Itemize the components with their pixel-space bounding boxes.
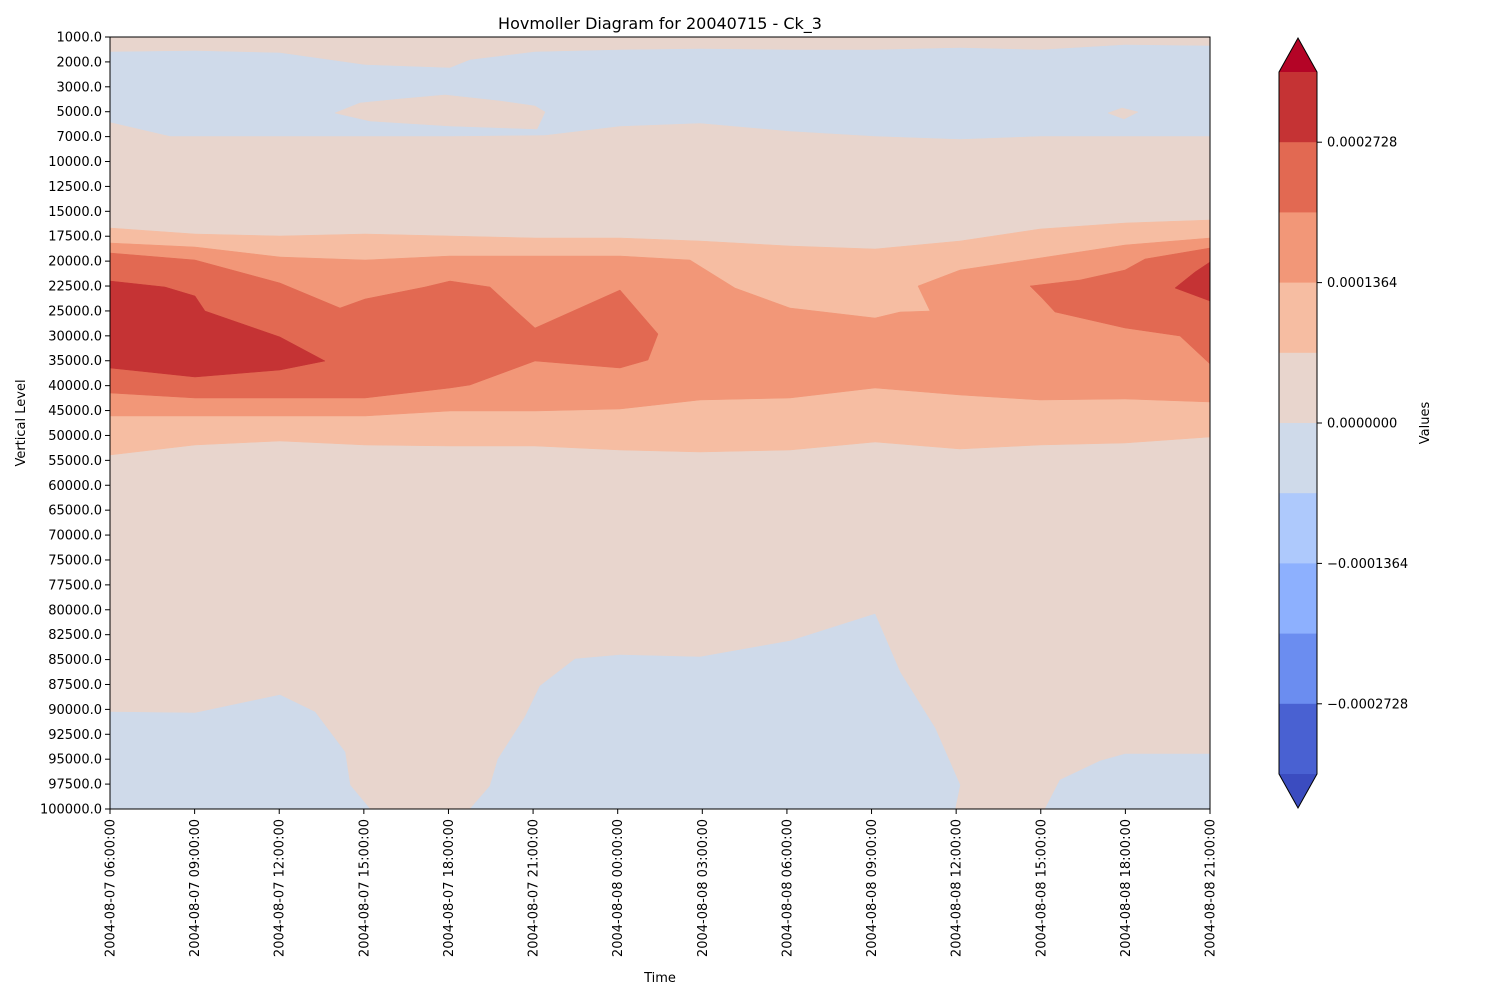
y-axis: 1000.0 2000.0 3000.0 5000.0 7000.0 10000.0 125… bbox=[40, 31, 110, 818]
contour-plot-area bbox=[109, 37, 1211, 810]
x-tick-label: 2004-08-07 15:00:00 bbox=[357, 819, 372, 957]
y-tick-label: 87500.0 bbox=[48, 678, 102, 693]
colorbar-tick-label: −0.0002728 bbox=[1327, 697, 1408, 712]
contour-band-lower-negative-center bbox=[469, 613, 961, 810]
colorbar-tick-label: 0.0002728 bbox=[1327, 136, 1397, 151]
y-tick-label: 25000.0 bbox=[48, 304, 102, 319]
y-tick-label: 2000.0 bbox=[57, 55, 103, 70]
x-tick-label: 2004-08-08 03:00:00 bbox=[696, 819, 711, 957]
colorbar-segment bbox=[1279, 142, 1317, 213]
y-tick-label: 82500.0 bbox=[48, 628, 102, 643]
x-tick-label: 2004-08-08 00:00:00 bbox=[611, 819, 626, 957]
y-tick-label: 60000.0 bbox=[48, 479, 102, 494]
contour-patch-upper-positive bbox=[334, 94, 546, 130]
y-tick-label: 85000.0 bbox=[48, 653, 102, 668]
contour-patch-dark-red-left bbox=[109, 280, 326, 378]
x-tick-label: 2004-08-08 21:00:00 bbox=[1204, 819, 1219, 957]
y-tick-label: 92500.0 bbox=[48, 728, 102, 743]
x-axis-label: Time bbox=[643, 971, 676, 986]
y-tick-label: 65000.0 bbox=[48, 504, 102, 519]
colorbar: 0.0002728 0.0001364 0.0000000 −0.0001364 −0.… bbox=[1278, 36, 1408, 810]
y-tick-label: 1000.0 bbox=[57, 31, 103, 46]
y-axis-label: Vertical Level bbox=[14, 379, 29, 466]
colorbar-outline bbox=[1278, 36, 1318, 810]
colorbar-tick-label: −0.0001364 bbox=[1327, 557, 1408, 572]
y-tick-label: 35000.0 bbox=[48, 354, 102, 369]
y-tick-label: 75000.0 bbox=[48, 553, 102, 568]
y-tick-label: 20000.0 bbox=[48, 255, 102, 270]
y-tick-label: 17500.0 bbox=[48, 230, 102, 245]
colorbar-extend-max bbox=[1279, 38, 1317, 72]
x-tick-label: 2004-08-08 09:00:00 bbox=[865, 819, 880, 957]
colorbar-segment bbox=[1279, 423, 1317, 494]
y-tick-label: 5000.0 bbox=[57, 105, 103, 120]
y-tick-label: 15000.0 bbox=[48, 205, 102, 220]
y-tick-label: 22500.0 bbox=[48, 280, 102, 295]
colorbar-segment bbox=[1279, 563, 1317, 635]
y-tick-label: 12500.0 bbox=[48, 180, 102, 195]
x-tick-label: 2004-08-08 06:00:00 bbox=[780, 819, 795, 957]
colorbar-segment bbox=[1279, 633, 1317, 705]
x-tick-label: 2004-08-08 12:00:00 bbox=[950, 819, 965, 957]
colorbar-label: Values bbox=[1418, 402, 1433, 445]
colorbar-segment bbox=[1279, 212, 1317, 284]
y-tick-label: 55000.0 bbox=[48, 454, 102, 469]
y-tick-label: 95000.0 bbox=[48, 753, 102, 768]
y-tick-label: 90000.0 bbox=[48, 703, 102, 718]
y-tick-label: 3000.0 bbox=[57, 80, 103, 95]
colorbar-segment bbox=[1279, 352, 1317, 424]
x-tick-label: 2004-08-07 18:00:00 bbox=[442, 819, 457, 957]
x-tick-label: 2004-08-08 18:00:00 bbox=[1119, 819, 1134, 957]
colorbar-segment bbox=[1279, 493, 1317, 564]
colorbar-extend-min bbox=[1279, 774, 1317, 808]
colorbar-segment bbox=[1279, 282, 1317, 354]
colorbar-segment bbox=[1279, 703, 1317, 775]
colorbar-segment bbox=[1279, 72, 1317, 143]
y-tick-label: 97500.0 bbox=[48, 778, 102, 793]
y-tick-label: 30000.0 bbox=[48, 329, 102, 344]
y-tick-label: 80000.0 bbox=[48, 603, 102, 618]
y-tick-label: 10000.0 bbox=[48, 155, 102, 170]
x-tick-label: 2004-08-08 15:00:00 bbox=[1034, 819, 1049, 957]
y-tick-label: 100000.0 bbox=[40, 803, 102, 818]
y-tick-label: 40000.0 bbox=[48, 379, 102, 394]
contour-patch-small-positive bbox=[1107, 107, 1139, 120]
x-tick-label: 2004-08-07 12:00:00 bbox=[273, 819, 288, 957]
x-tick-label: 2004-08-07 06:00:00 bbox=[104, 819, 119, 957]
y-tick-label: 77500.0 bbox=[48, 578, 102, 593]
y-tick-label: 70000.0 bbox=[48, 529, 102, 544]
chart-title: Hovmoller Diagram for 20040715 - Ck_3 bbox=[498, 14, 822, 34]
x-tick-label: 2004-08-07 21:00:00 bbox=[527, 819, 542, 957]
y-tick-label: 45000.0 bbox=[48, 404, 102, 419]
x-axis: 2004-08-07 06:00:00 2004-08-07 09:00:00 20… bbox=[104, 809, 1219, 957]
colorbar-tick-label: 0.0001364 bbox=[1327, 276, 1397, 291]
y-tick-label: 50000.0 bbox=[48, 429, 102, 444]
y-tick-label: 7000.0 bbox=[57, 130, 103, 145]
colorbar-tick-label: 0.0000000 bbox=[1327, 417, 1397, 432]
x-tick-label: 2004-08-07 09:00:00 bbox=[188, 819, 203, 957]
plot-frame bbox=[109, 36, 1211, 810]
